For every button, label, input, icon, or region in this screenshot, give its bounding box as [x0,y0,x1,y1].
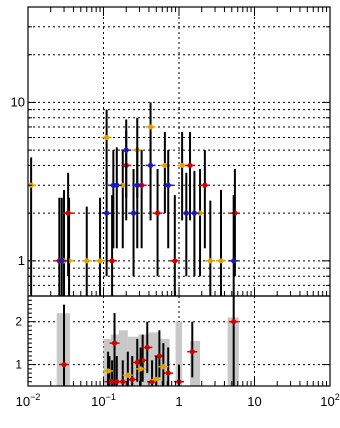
upper-point [165,182,171,188]
x-tick-label: 10−2 [16,392,41,409]
lower-point [144,344,150,351]
lower-point [105,368,111,374]
upper-point [134,182,140,188]
upper-point [172,258,178,264]
error-band [148,332,160,386]
upper-point [218,258,224,264]
lower-point [129,376,135,383]
lower-point [111,340,118,346]
lower-point [156,353,162,359]
upper-point [187,162,193,169]
upper-point [114,182,120,188]
lower-point [153,376,159,383]
upper-panel-grid [28,7,330,297]
lower-point [134,359,140,366]
x-tick-label: 10−1 [91,392,116,409]
upper-point [183,210,189,216]
error-band [159,338,170,386]
upper-point [65,210,71,216]
upper-point [59,258,65,264]
upper-point [162,162,168,169]
lower-y-tick-label: 1 [15,358,22,372]
upper-point [130,210,137,216]
lower-point [231,319,237,325]
lower-panel-points [59,296,239,386]
upper-point [123,147,129,153]
lower-point [160,364,166,370]
upper-point [191,210,198,216]
upper-y-tick-label: 10 [11,94,25,109]
upper-point [207,258,213,264]
upper-point [109,258,115,264]
upper-point [120,182,126,188]
lower-y-tick-label: 2 [15,315,22,329]
lower-point [125,372,131,378]
axes: 1 10 1 2 10−2 10−1 1 10 102 [11,7,340,409]
upper-point [197,210,203,216]
lower-point [61,361,67,368]
error-band [175,321,183,386]
lower-point [137,366,144,372]
x-tick-label: 102 [320,392,339,409]
upper-point [154,210,161,216]
upper-point [231,258,237,264]
upper-point [104,210,110,216]
upper-point [84,258,90,264]
error-band [190,341,201,386]
upper-point [179,162,185,169]
upper-y-tick-label: 1 [18,253,25,268]
error-band [118,330,128,386]
lower-point [189,349,195,355]
x-tick-label: 1 [175,394,182,409]
upper-point [147,124,154,130]
upper-point [147,162,154,169]
lower-point [165,370,171,376]
lower-point [149,379,155,385]
lower-point [120,379,126,385]
upper-point [104,134,110,141]
upper-panel-points [28,102,240,296]
lower-point [114,379,120,385]
x-tick-label: 10 [247,394,261,409]
upper-point [202,182,208,188]
upper-point [97,258,103,264]
